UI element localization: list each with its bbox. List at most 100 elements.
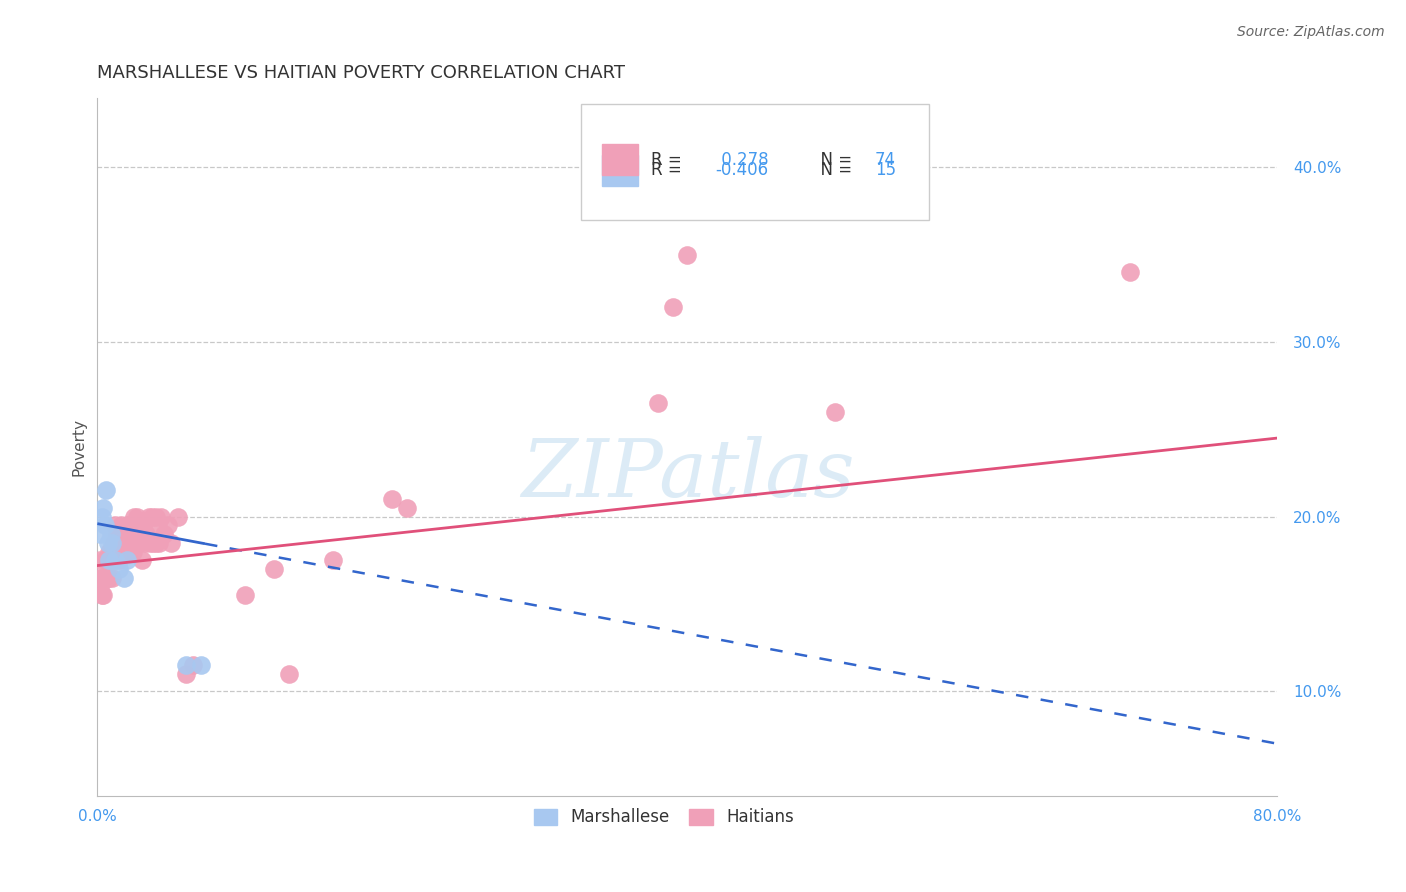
Point: [98, 553, 121, 567]
Point: [117, 518, 139, 533]
Point: [129, 527, 152, 541]
Point: [148, 536, 170, 550]
Point: [134, 536, 156, 550]
Text: R =: R =: [651, 161, 686, 179]
Point: [181, 658, 204, 673]
Point: [97, 571, 120, 585]
Point: [131, 518, 153, 533]
Point: [103, 553, 125, 567]
Point: [135, 527, 157, 541]
Point: [152, 527, 174, 541]
Point: [676, 248, 699, 262]
Point: [278, 666, 301, 681]
Point: [91, 588, 114, 602]
Text: N =: N =: [810, 161, 858, 179]
Point: [118, 536, 141, 550]
Point: [174, 658, 197, 673]
Point: [190, 658, 212, 673]
Point: [145, 509, 167, 524]
Point: [111, 527, 134, 541]
Point: [1119, 265, 1142, 279]
Text: 15: 15: [875, 161, 896, 179]
Point: [145, 536, 167, 550]
Point: [96, 483, 118, 498]
Point: [118, 518, 141, 533]
Text: 0.278: 0.278: [716, 151, 768, 169]
Point: [112, 536, 135, 550]
Point: [90, 509, 112, 524]
Text: 74: 74: [875, 151, 896, 169]
Point: [160, 536, 183, 550]
Point: [93, 571, 115, 585]
Point: [93, 553, 115, 567]
Text: -0.406: -0.406: [716, 161, 769, 179]
Point: [114, 527, 136, 541]
Point: [100, 527, 122, 541]
Point: [110, 518, 132, 533]
Point: [122, 509, 145, 524]
Point: [146, 518, 169, 533]
Text: ZIPatlas: ZIPatlas: [520, 436, 853, 514]
Point: [101, 571, 124, 585]
Point: [98, 544, 121, 558]
Point: [381, 492, 404, 507]
Point: [125, 536, 148, 550]
Point: [149, 509, 172, 524]
Point: [107, 527, 129, 541]
Point: [108, 553, 131, 567]
Point: [157, 518, 180, 533]
Point: [104, 518, 127, 533]
Y-axis label: Poverty: Poverty: [72, 417, 86, 475]
Point: [141, 509, 163, 524]
Point: [105, 527, 128, 541]
Text: R =: R =: [651, 151, 686, 169]
Point: [101, 536, 124, 550]
Point: [115, 553, 138, 567]
Point: [263, 562, 285, 576]
Point: [174, 666, 197, 681]
Text: Source: ZipAtlas.com: Source: ZipAtlas.com: [1237, 25, 1385, 39]
Point: [131, 553, 153, 567]
Point: [127, 509, 149, 524]
Point: [112, 571, 135, 585]
Legend: Marshallese, Haitians: Marshallese, Haitians: [527, 802, 800, 833]
Point: [108, 562, 131, 576]
Point: [89, 580, 111, 594]
FancyBboxPatch shape: [602, 145, 638, 175]
Point: [103, 536, 125, 550]
Point: [128, 536, 150, 550]
Text: MARSHALLESE VS HAITIAN POVERTY CORRELATION CHART: MARSHALLESE VS HAITIAN POVERTY CORRELATI…: [97, 64, 626, 82]
Point: [108, 536, 131, 550]
Point: [97, 553, 120, 567]
Point: [98, 571, 121, 585]
Point: [89, 553, 111, 567]
FancyBboxPatch shape: [602, 155, 638, 186]
Point: [91, 571, 114, 585]
Point: [115, 518, 138, 533]
Point: [96, 553, 118, 567]
Point: [647, 396, 669, 410]
Point: [121, 544, 143, 558]
Point: [87, 571, 110, 585]
Point: [122, 536, 145, 550]
Point: [132, 518, 155, 533]
Point: [396, 500, 419, 515]
Point: [90, 571, 112, 585]
Point: [139, 536, 162, 550]
Point: [90, 588, 112, 602]
Point: [120, 518, 142, 533]
Point: [233, 588, 256, 602]
Point: [105, 544, 128, 558]
Point: [115, 544, 138, 558]
Point: [104, 536, 127, 550]
Point: [97, 536, 120, 550]
Point: [824, 405, 846, 419]
Point: [91, 500, 114, 515]
Point: [661, 300, 683, 314]
Point: [100, 544, 122, 558]
FancyBboxPatch shape: [581, 104, 929, 219]
Point: [138, 509, 160, 524]
Text: N =: N =: [810, 151, 858, 169]
Point: [142, 536, 165, 550]
Point: [322, 553, 344, 567]
